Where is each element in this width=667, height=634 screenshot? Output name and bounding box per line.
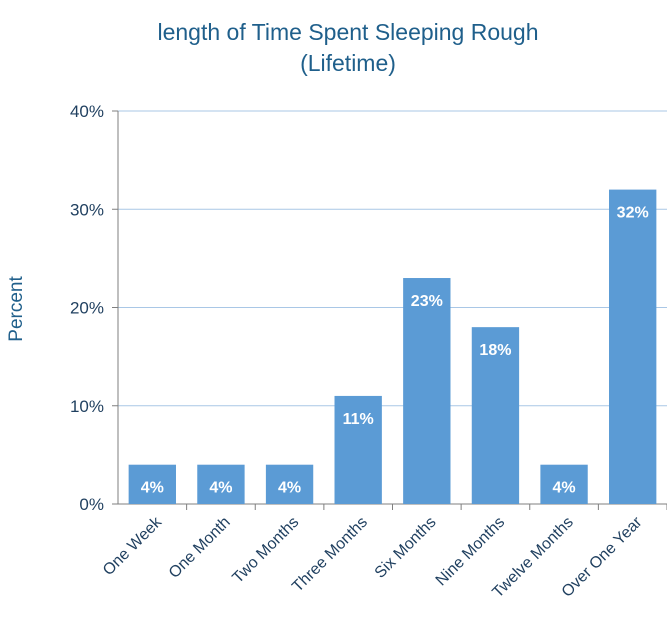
gridlines — [118, 110, 667, 407]
bars — [128, 189, 657, 504]
bar — [265, 464, 314, 504]
x-tick-label: Nine Months — [433, 514, 509, 590]
data-label: 11% — [343, 411, 374, 428]
bar — [540, 464, 588, 504]
y-tick-label: 40% — [70, 102, 104, 121]
bar — [128, 464, 176, 504]
data-label: 23% — [411, 293, 443, 310]
data-label: 4% — [553, 480, 576, 497]
bar — [471, 327, 520, 504]
data-label: 4% — [141, 480, 164, 497]
data-labels: 4% 4% 4% 11% 23% 18% 4% 32% — [141, 205, 649, 497]
x-tick-label: Two Months — [229, 514, 302, 587]
y-tick-label: 30% — [70, 200, 104, 219]
y-tick-label: 10% — [70, 397, 104, 416]
chart-title-line-2: (Lifetime) — [300, 50, 396, 76]
axes — [112, 110, 667, 510]
y-tick-labels: 0% 10% 20% 30% 40% — [70, 102, 104, 514]
y-axis-label: Percent — [6, 276, 27, 342]
bar — [197, 464, 245, 504]
y-tick-label: 0% — [79, 495, 104, 514]
x-tick-label: One Week — [100, 513, 166, 579]
chart-title-line-1: length of Time Spent Sleeping Rough — [157, 19, 538, 45]
x-tick-label: Six Months — [372, 514, 440, 582]
bar — [609, 189, 657, 504]
data-label: 18% — [479, 342, 511, 359]
x-tick-label: One Month — [166, 514, 234, 582]
y-tick-label: 20% — [70, 299, 104, 318]
bar — [334, 395, 382, 504]
data-label: 4% — [278, 480, 301, 497]
data-label: 4% — [209, 480, 232, 497]
bar — [403, 278, 451, 504]
data-label: 32% — [617, 205, 649, 222]
